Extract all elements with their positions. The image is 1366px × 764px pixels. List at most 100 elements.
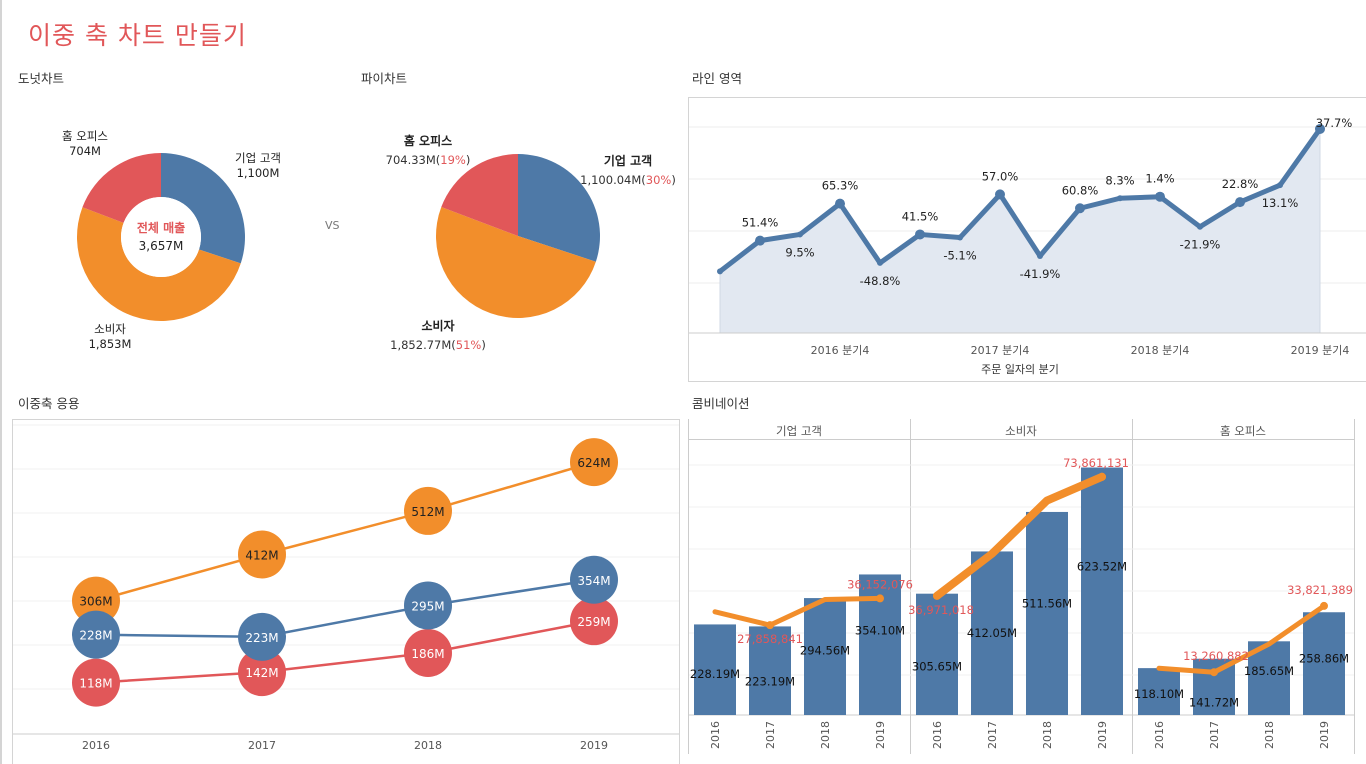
bar-label: 305.65M bbox=[912, 659, 962, 673]
point-label: 60.8% bbox=[1062, 183, 1099, 197]
area-point bbox=[1155, 191, 1165, 202]
series-point bbox=[570, 438, 618, 487]
pie-section-title: 파이차트 bbox=[361, 71, 408, 86]
vs-label: VS bbox=[325, 219, 340, 232]
line-label: 27,858,841 bbox=[737, 632, 803, 646]
pie-slice-name: 소비자 bbox=[421, 318, 454, 333]
donut-slice bbox=[161, 153, 245, 264]
area-point bbox=[1117, 195, 1123, 202]
pie-paren-close: ) bbox=[481, 338, 486, 352]
line-point bbox=[933, 591, 941, 600]
pie-slice-value: 704.33M(19%) bbox=[386, 153, 471, 167]
line-series bbox=[933, 472, 1106, 600]
x-tick-label: 2018 bbox=[414, 739, 442, 752]
bar-label: 354.10M bbox=[855, 624, 905, 638]
point-label: -21.9% bbox=[1180, 238, 1221, 252]
panel-header: 소비자 bbox=[1005, 424, 1037, 438]
donut-center-value: 3,657M bbox=[139, 239, 184, 253]
x-tick-label: 2017 bbox=[248, 739, 276, 752]
bar-label: 294.56M bbox=[800, 644, 850, 658]
area-line bbox=[718, 127, 1323, 274]
line-series bbox=[1156, 603, 1327, 675]
pie-slice bbox=[435, 207, 596, 319]
point-label: 142M bbox=[245, 666, 278, 680]
area-point bbox=[835, 198, 845, 209]
x-tick-label: 2019 분기4 bbox=[1291, 344, 1350, 357]
series-line bbox=[95, 578, 595, 639]
donut-slice-value: 1,853M bbox=[89, 337, 132, 351]
pie-slice-amount: 1,100.04M bbox=[580, 173, 641, 187]
point-label: 228M bbox=[79, 629, 112, 643]
area-point bbox=[1037, 253, 1043, 259]
point-label: 118M bbox=[79, 677, 112, 691]
dual-axis-chart: 306M 412M 512M 624M 118M 142M 186M 259M 228M 223M… bbox=[12, 419, 680, 764]
x-tick-label: 2017 bbox=[986, 721, 999, 749]
series-point bbox=[72, 576, 120, 625]
line-point bbox=[1210, 668, 1218, 677]
pie-slice-value: 1,852.77M(51%) bbox=[390, 338, 486, 352]
bar bbox=[971, 551, 1013, 715]
pie-paren-open: ( bbox=[451, 338, 456, 352]
area-point bbox=[995, 189, 1005, 200]
donut-slice-name: 홈 오피스 bbox=[62, 129, 108, 143]
point-label: 65.3% bbox=[822, 179, 859, 193]
bar bbox=[749, 626, 791, 715]
point-label: 624M bbox=[577, 456, 610, 470]
series-point bbox=[570, 555, 618, 604]
series-point bbox=[404, 581, 452, 630]
donut-section-title: 도넛차트 bbox=[18, 71, 65, 86]
x-tick-label: 2018 bbox=[819, 721, 832, 749]
area-fill bbox=[719, 127, 1321, 334]
bar-label: 623.52M bbox=[1077, 560, 1127, 574]
line-point bbox=[1320, 601, 1328, 610]
donut-center-label: 전체 매출 bbox=[137, 220, 185, 235]
line-area-x-axis-title: 주문 일자의 분기 bbox=[981, 362, 1059, 376]
area-point bbox=[915, 229, 925, 240]
area-point bbox=[717, 268, 723, 275]
donut-slice bbox=[82, 153, 161, 223]
bar bbox=[1138, 668, 1180, 715]
point-label: 37.7% bbox=[1316, 116, 1353, 130]
line-label: 13,260,882 bbox=[1183, 649, 1249, 663]
x-tick-label: 2017 bbox=[1208, 721, 1221, 749]
point-label: 186M bbox=[411, 647, 444, 661]
bar-label: 223.19M bbox=[745, 674, 795, 688]
combination-chart: 기업 고객 소비자 홈 오피스 228.19M 223.19M 294.56M 354.1… bbox=[688, 419, 1355, 754]
area-point bbox=[1235, 197, 1245, 208]
point-label: 51.4% bbox=[742, 216, 779, 230]
series-point bbox=[238, 530, 286, 579]
area-point bbox=[1197, 223, 1203, 230]
pie-slice-percent: 19% bbox=[440, 153, 466, 167]
line-label: 73,861,131 bbox=[1063, 456, 1129, 470]
x-tick-label: 2018 분기4 bbox=[1131, 344, 1190, 357]
bar-label: 412.05M bbox=[967, 626, 1017, 640]
point-label: 295M bbox=[411, 599, 444, 613]
point-label: 223M bbox=[245, 631, 278, 645]
point-label: 354M bbox=[577, 574, 610, 588]
line-label: 36,152,076 bbox=[847, 577, 913, 591]
pie-slice-amount: 704.33M bbox=[386, 153, 436, 167]
line-area-frame bbox=[688, 97, 1366, 382]
pie-slice bbox=[518, 154, 600, 262]
line-area-section-title: 라인 영역 bbox=[692, 71, 742, 86]
bar-label: 185.65M bbox=[1244, 664, 1294, 678]
pie-slice-name: 기업 고객 bbox=[604, 153, 652, 168]
point-label: 9.5% bbox=[785, 245, 814, 259]
donut-slice-name: 기업 고객 bbox=[235, 151, 281, 165]
series-line bbox=[95, 460, 595, 602]
series-point bbox=[570, 597, 618, 646]
x-tick-label: 2019 bbox=[1096, 721, 1109, 749]
bar bbox=[804, 598, 846, 715]
point-label: 306M bbox=[79, 595, 112, 609]
x-tick-label: 2016 bbox=[1153, 721, 1166, 749]
bar bbox=[1081, 467, 1123, 715]
area-point bbox=[1315, 123, 1325, 134]
area-point bbox=[755, 235, 765, 246]
donut-hole bbox=[121, 197, 201, 277]
bar-label: 118.10M bbox=[1134, 687, 1184, 701]
area-point bbox=[797, 231, 803, 238]
bar-label: 228.19M bbox=[690, 667, 740, 681]
point-label: 57.0% bbox=[982, 169, 1019, 183]
bar bbox=[1026, 511, 1068, 715]
